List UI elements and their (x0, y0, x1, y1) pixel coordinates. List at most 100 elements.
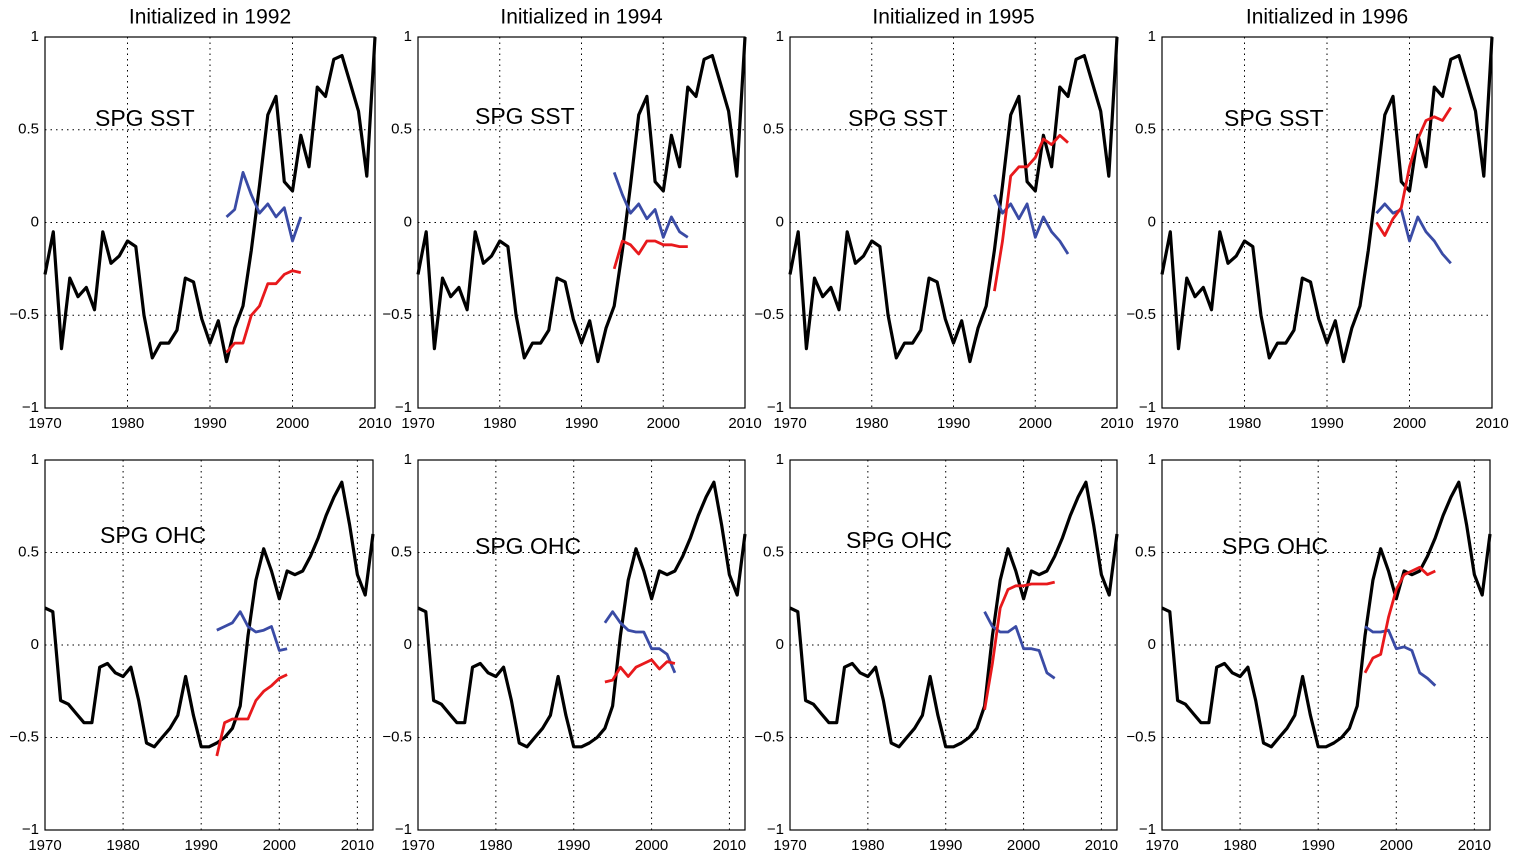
y-tick-label: 0 (776, 636, 784, 653)
x-tick-label: 1980 (111, 415, 144, 432)
series-line (789, 480, 1119, 749)
panel-title: Initialized in 1996 (1246, 6, 1408, 29)
annotation: SPG SST (475, 103, 575, 129)
y-tick-label: 1 (31, 28, 39, 45)
x-tick-label: 1990 (1310, 415, 1343, 432)
series-line (215, 673, 288, 757)
y-tick-label: −1 (395, 399, 412, 416)
annotation: SPG SST (95, 105, 195, 131)
x-tick-label: 2000 (1019, 415, 1052, 432)
annotation: SPG OHC (846, 527, 952, 553)
y-tick-label: 0 (31, 636, 39, 653)
x-tick-label: 2010 (1100, 415, 1133, 432)
x-tick-label: 2010 (1458, 837, 1491, 854)
x-tick-label: 2010 (713, 837, 746, 854)
series-line (225, 269, 302, 354)
y-tick-label: 0.5 (1135, 543, 1156, 560)
x-tick-label: 2000 (1007, 837, 1040, 854)
x-tick-label: 1980 (1223, 837, 1256, 854)
x-tick-label: 2000 (1380, 837, 1413, 854)
x-tick-label: 1980 (1228, 415, 1261, 432)
x-tick-label: 2010 (1475, 415, 1508, 432)
plot-frame (417, 459, 746, 831)
panel: −1 −0.5 0 0.5 1 1970 1980 1990 2000 2010 Initializ… (9, 6, 391, 432)
y-tick-label: 0.5 (18, 543, 39, 560)
x-tick-label: 1970 (28, 415, 61, 432)
y-tick-label: 0.5 (763, 121, 784, 138)
x-tick-label: 2000 (276, 415, 309, 432)
panel: −1 −0.5 0 0.5 1 1970 1980 1990 2000 2010 SPG OHC (1126, 451, 1492, 854)
y-tick-label: 1 (1148, 451, 1156, 468)
series-line (416, 36, 747, 364)
panel-title: Initialized in 1992 (129, 6, 291, 29)
x-tick-label: 2000 (635, 837, 668, 854)
x-tick-label: 2010 (341, 837, 374, 854)
panel-title: Initialized in 1994 (500, 6, 663, 29)
plot-frame (44, 36, 376, 409)
y-tick-label: 1 (404, 451, 412, 468)
series-line (604, 658, 676, 684)
x-tick-label: 1980 (483, 415, 516, 432)
series-line (983, 580, 1056, 711)
y-tick-label: 0.5 (18, 121, 39, 138)
y-tick-label: 0 (404, 213, 412, 230)
x-tick-label: 1970 (28, 837, 61, 854)
series-line (44, 480, 375, 749)
annotation: SPG OHC (1222, 533, 1328, 559)
y-tick-label: −0.5 (754, 728, 784, 745)
annotation: SPG SST (1224, 105, 1324, 131)
panel: −1 −0.5 0 0.5 1 1970 1980 1990 2000 2010 Initializ… (382, 6, 761, 432)
y-tick-label: −0.5 (754, 306, 784, 323)
annotation: SPG SST (848, 105, 948, 131)
x-tick-label: 1980 (855, 415, 888, 432)
y-tick-label: 0 (404, 636, 412, 653)
annotation: SPG OHC (475, 533, 581, 559)
y-tick-label: 1 (404, 28, 412, 45)
x-tick-label: 1990 (193, 415, 226, 432)
plot-frame (789, 459, 1118, 831)
x-tick-label: 1990 (929, 837, 962, 854)
x-tick-label: 1970 (1145, 837, 1178, 854)
x-tick-label: 1970 (1145, 415, 1178, 432)
x-tick-label: 1970 (401, 415, 434, 432)
x-tick-label: 1980 (479, 837, 512, 854)
x-tick-label: 1990 (185, 837, 218, 854)
plot-frame (1161, 36, 1493, 409)
x-tick-label: 1990 (937, 415, 970, 432)
series-line (993, 133, 1069, 292)
series-line (225, 171, 303, 243)
y-tick-label: 0 (31, 213, 39, 230)
y-tick-label: 1 (1148, 28, 1156, 45)
y-tick-label: −1 (1139, 821, 1156, 838)
plot-frame (417, 36, 746, 409)
x-tick-label: 1980 (851, 837, 884, 854)
panel: −1 −0.5 0 0.5 1 1970 1980 1990 2000 2010 SPG OHC (9, 451, 375, 854)
series-line (603, 610, 677, 674)
y-tick-label: −1 (767, 821, 784, 838)
series-line (612, 239, 688, 270)
x-tick-label: 1990 (557, 837, 590, 854)
y-tick-label: −0.5 (1126, 728, 1156, 745)
plot-frame (44, 459, 374, 831)
y-tick-label: −0.5 (9, 306, 39, 323)
x-tick-label: 2000 (263, 837, 296, 854)
x-tick-label: 2010 (728, 415, 761, 432)
y-tick-label: −0.5 (1126, 306, 1156, 323)
y-tick-label: −1 (767, 399, 784, 416)
y-tick-label: 1 (776, 28, 784, 45)
series-line (788, 36, 1119, 364)
series-line (612, 171, 689, 239)
y-tick-label: −0.5 (9, 728, 39, 745)
y-tick-label: 0 (1148, 213, 1156, 230)
series-line (1161, 480, 1492, 749)
series-line (1363, 565, 1436, 674)
series-line (43, 36, 377, 364)
panel: −1 −0.5 0 0.5 1 1970 1980 1990 2000 2010 Initializ… (754, 6, 1133, 432)
y-tick-label: −1 (22, 399, 39, 416)
panel: −1 −0.5 0 0.5 1 1970 1980 1990 2000 2010 SPG OHC (754, 451, 1119, 854)
y-tick-label: 0.5 (1135, 121, 1156, 138)
series-line (417, 480, 747, 749)
y-tick-label: −0.5 (382, 306, 412, 323)
y-tick-label: −1 (1139, 399, 1156, 416)
y-tick-label: 1 (31, 451, 39, 468)
